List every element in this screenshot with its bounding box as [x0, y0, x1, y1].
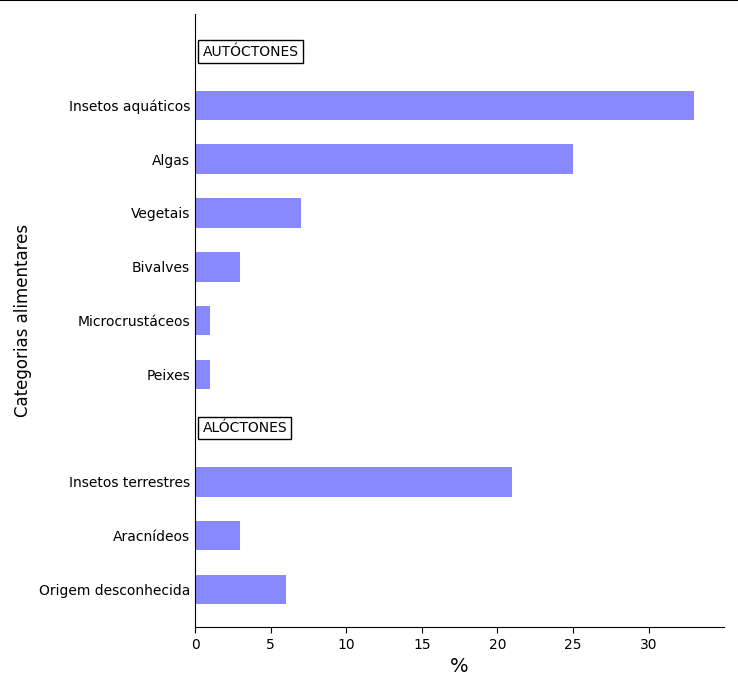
Bar [195, 252, 241, 282]
Bar [195, 144, 573, 174]
Bar [195, 359, 210, 389]
Text: ALÓCTONES: ALÓCTONES [203, 421, 287, 435]
Bar [195, 521, 241, 551]
Y-axis label: Categorias alimentares: Categorias alimentares [14, 224, 32, 417]
Bar [195, 467, 512, 497]
X-axis label: %: % [450, 657, 469, 676]
Text: AUTÓCTONES: AUTÓCTONES [203, 45, 299, 59]
Bar [195, 306, 210, 335]
Bar [195, 198, 301, 228]
Bar [195, 90, 694, 120]
Bar [195, 575, 286, 604]
